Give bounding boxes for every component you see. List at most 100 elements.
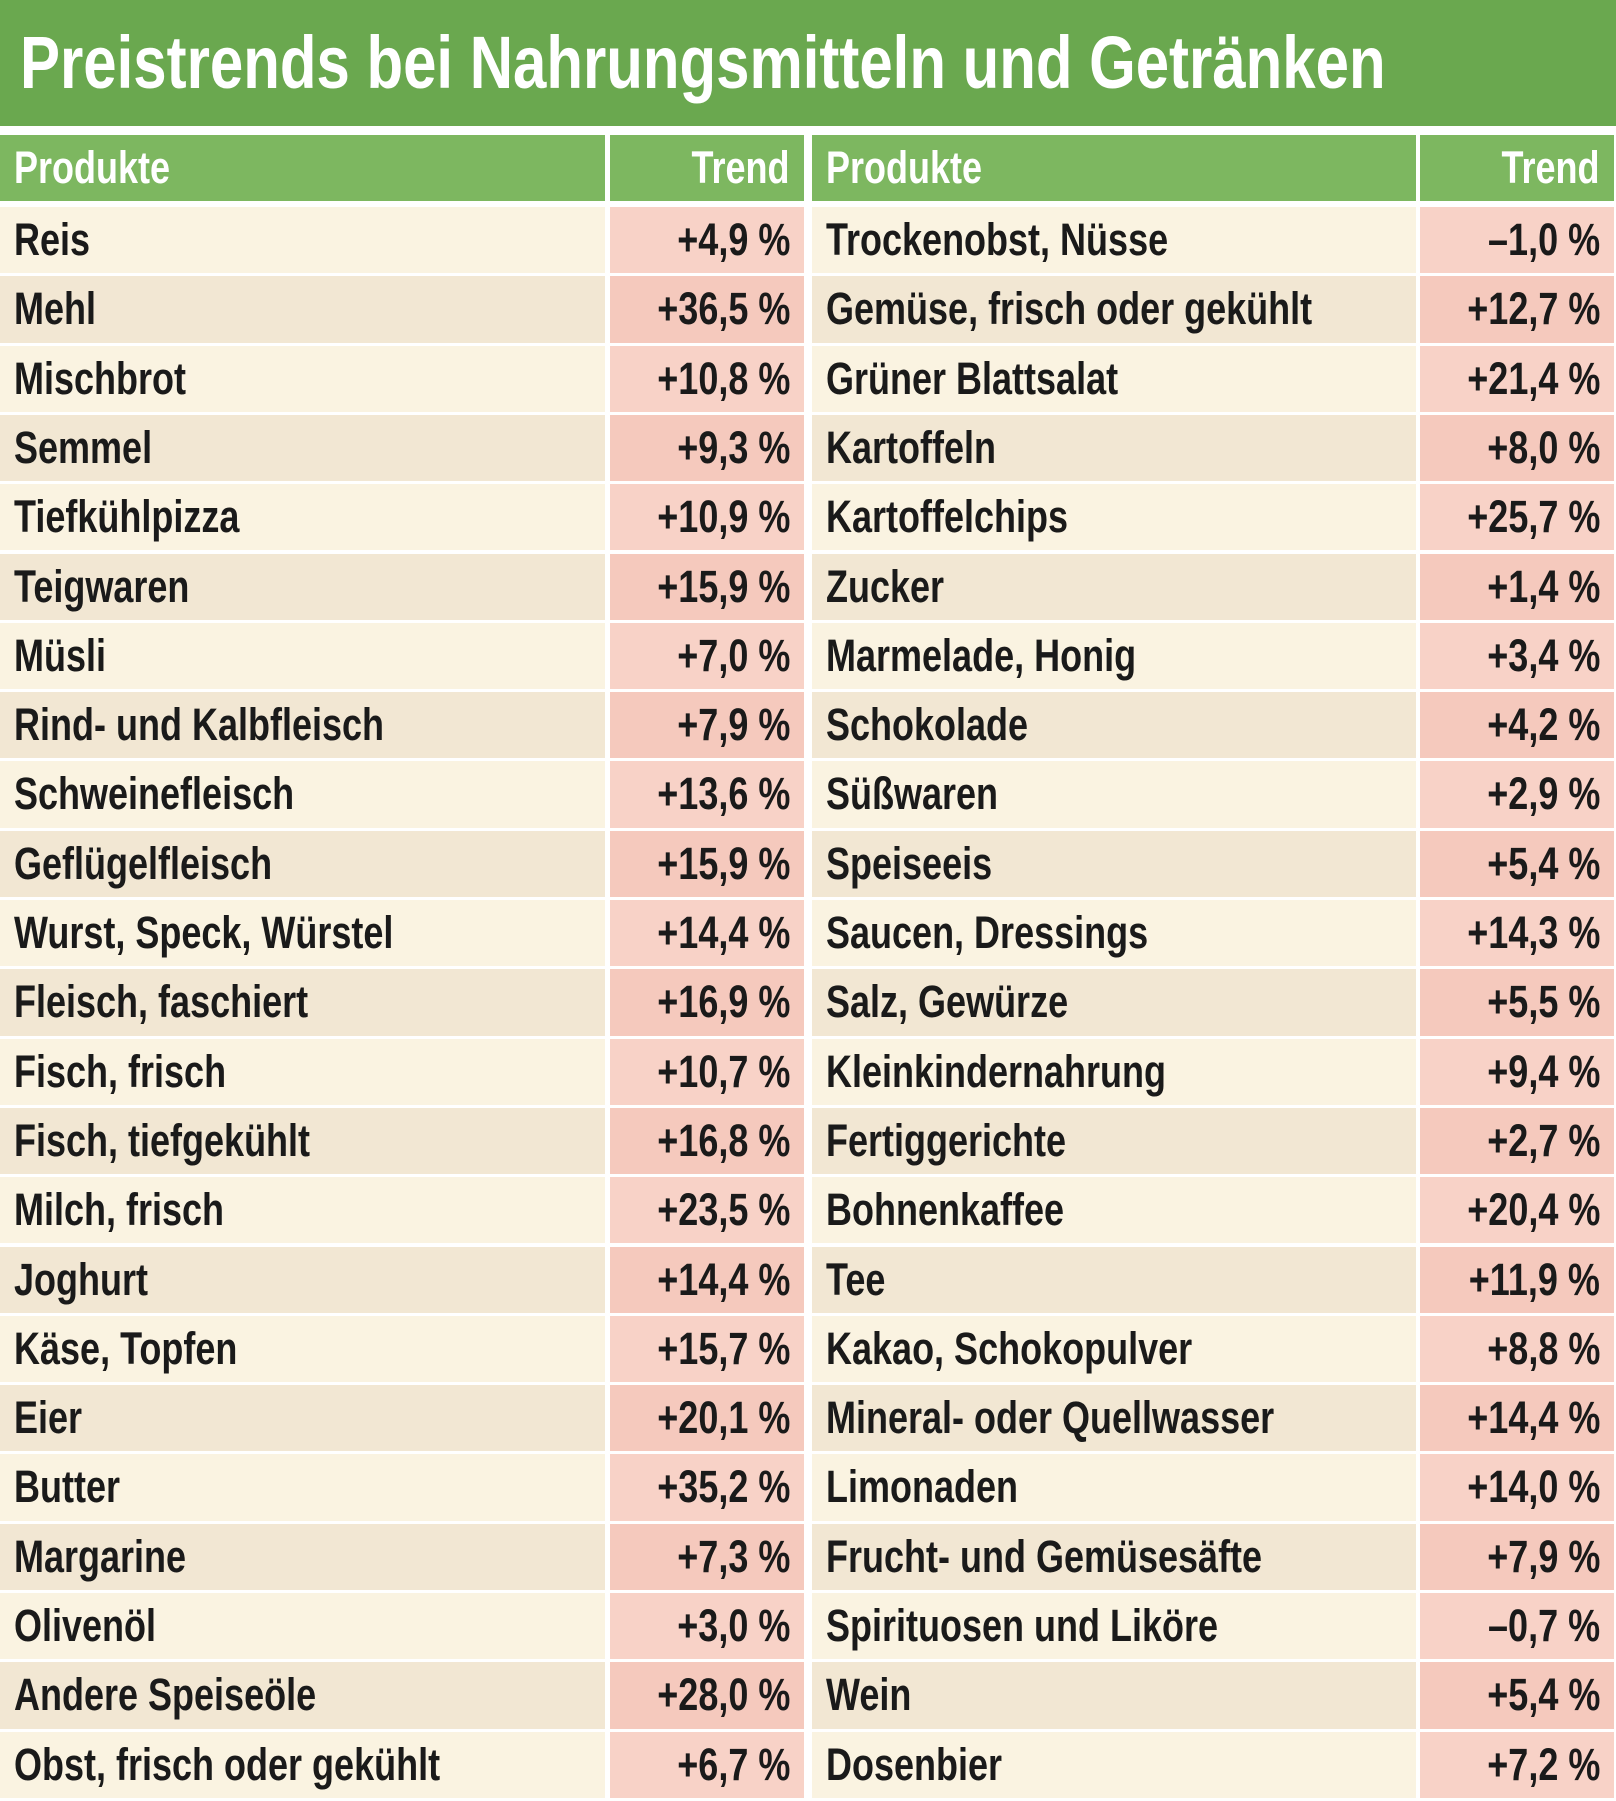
trend-cell: +23,5 % <box>610 1177 804 1244</box>
trend-cell: +16,9 % <box>610 969 804 1036</box>
product-cell: Joghurt <box>0 1246 605 1313</box>
trend-cell: +14,4 % <box>610 900 804 967</box>
trend-cell-text: +14,4 % <box>1467 1392 1601 1444</box>
trend-cell: +14,4 % <box>610 1246 804 1313</box>
product-cell: Geflügelfleisch <box>0 830 605 897</box>
trend-cell: +5,4 % <box>1420 830 1614 897</box>
trend-cell-text: –1,0 % <box>1487 214 1600 265</box>
trend-cell-text: +4,9 % <box>676 214 790 265</box>
product-cell-text: Fisch, frisch <box>14 1045 227 1097</box>
product-cell: Dosenbier <box>812 1731 1416 1798</box>
product-cell-text: Zucker <box>826 560 945 612</box>
trend-cell-text: +20,4 % <box>1467 1184 1601 1236</box>
column-header: Trend <box>1420 135 1614 201</box>
trend-cell-text: +14,0 % <box>1467 1461 1601 1513</box>
trend-cell: +2,9 % <box>1420 761 1614 828</box>
product-cell-text: Fisch, tiefgekühlt <box>14 1114 311 1166</box>
trend-cell: +9,4 % <box>1420 1038 1614 1105</box>
product-cell-text: Butter <box>14 1461 120 1513</box>
trend-cell: +1,4 % <box>1420 553 1614 620</box>
trend-cell: +14,4 % <box>1420 1385 1614 1452</box>
trend-cell: +36,5 % <box>610 276 804 343</box>
product-cell: Obst, frisch oder gekühlt <box>0 1731 605 1798</box>
trend-cell-text: +9,3 % <box>676 421 790 473</box>
product-cell: Schweinefleisch <box>0 761 605 828</box>
trend-cell-text: +28,0 % <box>657 1669 791 1721</box>
trend-cell: +12,7 % <box>1420 276 1614 343</box>
title-bar: Preistrends bei Nahrungsmitteln und Getr… <box>0 0 1616 126</box>
trend-cell-text: +36,5 % <box>657 283 791 335</box>
trend-cell-text: +4,2 % <box>1486 699 1600 751</box>
trend-cell-text: +5,5 % <box>1486 976 1600 1028</box>
trend-cell: +4,9 % <box>610 207 804 274</box>
trend-cell: +25,7 % <box>1420 484 1614 551</box>
product-cell: Schokolade <box>812 692 1416 759</box>
trend-cell-text: +14,3 % <box>1467 907 1601 958</box>
product-cell-text: Obst, frisch oder gekühlt <box>14 1738 441 1790</box>
product-cell-text: Dosenbier <box>826 1738 1003 1790</box>
trend-cell: +7,9 % <box>1420 1523 1614 1590</box>
trend-cell: +14,3 % <box>1420 900 1614 967</box>
trend-cell: +35,2 % <box>610 1454 804 1521</box>
product-cell: Zucker <box>812 553 1416 620</box>
product-cell-text: Schokolade <box>826 699 1029 751</box>
trend-cell: +16,8 % <box>610 1107 804 1175</box>
product-cell: Rind- und Kalbfleisch <box>0 692 605 759</box>
product-cell-text: Mischbrot <box>14 352 187 404</box>
product-cell: Margarine <box>0 1523 605 1590</box>
product-cell: Süßwaren <box>812 761 1416 828</box>
product-cell-text: Gemüse, frisch oder gekühlt <box>826 283 1313 335</box>
trend-cell-text: +5,4 % <box>1486 1669 1600 1721</box>
product-cell: Milch, frisch <box>0 1177 605 1244</box>
trend-cell: +13,6 % <box>610 761 804 828</box>
product-cell-text: Schweinefleisch <box>14 768 295 820</box>
product-cell-text: Wein <box>826 1669 912 1721</box>
product-cell-text: Kleinkindernahrung <box>826 1045 1167 1097</box>
product-cell: Olivenöl <box>0 1593 605 1660</box>
trend-cell: +3,0 % <box>610 1593 804 1660</box>
trend-cell: +28,0 % <box>610 1662 804 1729</box>
trend-cell-text: +3,4 % <box>1486 629 1600 681</box>
trend-cell: +7,9 % <box>610 692 804 759</box>
product-cell: Bohnenkaffee <box>812 1177 1416 1244</box>
column-header-text: Produkte <box>826 142 983 193</box>
product-cell: Trockenobst, Nüsse <box>812 207 1416 274</box>
trend-cell: +15,9 % <box>610 830 804 897</box>
trend-cell-text: +20,1 % <box>657 1392 791 1444</box>
trend-cell-text: +8,8 % <box>1486 1322 1600 1374</box>
product-cell-text: Kakao, Schokopulver <box>826 1322 1193 1374</box>
product-cell-text: Limonaden <box>826 1461 1019 1513</box>
product-cell: Butter <box>0 1454 605 1521</box>
product-cell: Frucht- und Gemüsesäfte <box>812 1523 1416 1590</box>
product-cell: Kakao, Schokopulver <box>812 1315 1416 1383</box>
product-cell: Tiefkühlpizza <box>0 484 605 551</box>
trend-cell-text: +23,5 % <box>657 1184 791 1236</box>
product-cell: Tee <box>812 1246 1416 1313</box>
trend-cell-text: +6,7 % <box>676 1738 790 1790</box>
product-cell-text: Bohnenkaffee <box>826 1184 1065 1236</box>
product-cell: Grüner Blattsalat <box>812 345 1416 412</box>
product-cell: Käse, Topfen <box>0 1315 605 1383</box>
trend-cell-text: +7,3 % <box>676 1530 790 1582</box>
trend-cell: +11,9 % <box>1420 1246 1614 1313</box>
trend-cell-text: +2,9 % <box>1486 768 1600 820</box>
product-cell: Semmel <box>0 414 605 482</box>
trend-cell-text: +2,7 % <box>1486 1114 1600 1166</box>
column-header: Produkte <box>812 135 1416 201</box>
product-cell-text: Mineral- oder Quellwasser <box>826 1392 1275 1444</box>
product-cell-text: Rind- und Kalbfleisch <box>14 699 385 751</box>
product-cell: Fleisch, faschiert <box>0 969 605 1036</box>
trend-cell-text: +10,8 % <box>657 352 791 404</box>
product-cell: Kleinkindernahrung <box>812 1038 1416 1105</box>
product-cell-text: Teigwaren <box>14 560 190 612</box>
product-cell: Müsli <box>0 622 605 690</box>
product-cell-text: Käse, Topfen <box>14 1322 238 1374</box>
trend-cell: +15,7 % <box>610 1315 804 1383</box>
trend-cell-text: +1,4 % <box>1486 560 1600 612</box>
trend-cell: +4,2 % <box>1420 692 1614 759</box>
column-header-text: Trend <box>1501 142 1600 193</box>
trend-cell-text: +15,9 % <box>657 560 791 612</box>
trend-cell-text: +10,9 % <box>657 491 791 543</box>
trend-cell: +2,7 % <box>1420 1107 1614 1175</box>
product-cell-text: Salz, Gewürze <box>826 976 1069 1028</box>
